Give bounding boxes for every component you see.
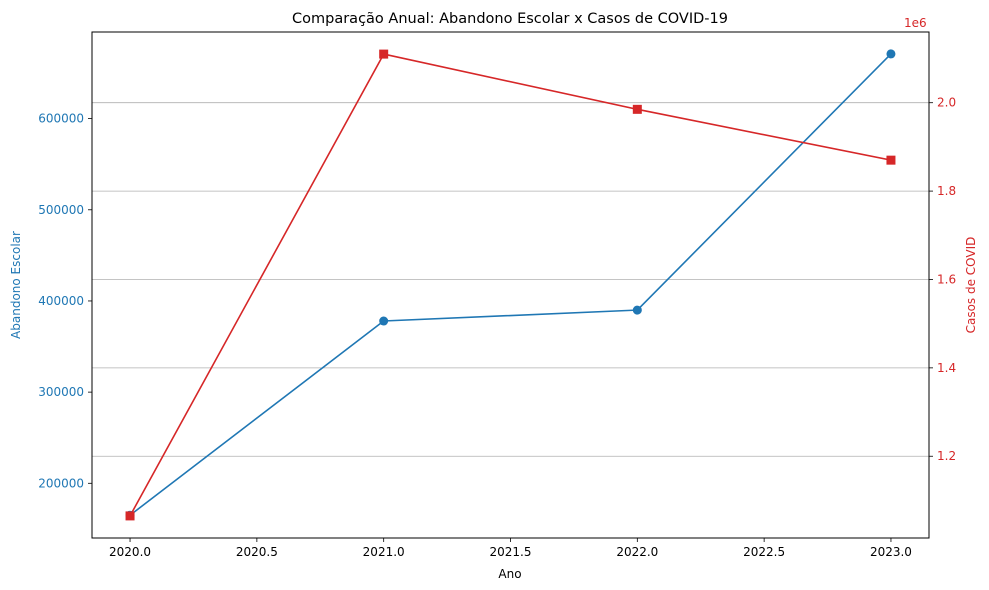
x-axis-title: Ano	[498, 567, 521, 581]
y-axis-right-title: Casos de COVID	[964, 237, 978, 334]
x-axis: 2020.0 2020.5 2021.0 2021.5 2022.0 2022.5 2023…	[109, 538, 912, 559]
y-axis-left: 200000 300000 400000 500000 600000	[38, 112, 92, 490]
series-lines	[129, 53, 892, 517]
series-right-point-2	[632, 104, 642, 114]
series-markers	[125, 49, 896, 521]
x-tick-label: 2023.0	[870, 545, 912, 559]
x-tick-label: 2021.0	[363, 545, 405, 559]
grid	[92, 102, 929, 457]
y-right-tick-label: 2.0	[937, 96, 956, 110]
chart-title: Comparação Anual: Abandono Escolar x Cas…	[292, 11, 728, 27]
series-left-point-3	[886, 49, 896, 59]
y-left-tick-label: 200000	[38, 476, 84, 490]
x-tick-label: 2020.0	[109, 545, 151, 559]
y-right-tick-label: 1.8	[937, 184, 956, 198]
series-left-line	[129, 53, 892, 516]
series-right-point-3	[886, 155, 896, 165]
y-right-tick-label: 1.4	[937, 361, 956, 375]
x-tick-label: 2022.5	[743, 545, 785, 559]
x-tick-label: 2021.5	[490, 545, 532, 559]
series-right-point-1	[379, 49, 389, 59]
y-right-tick-label: 1.6	[937, 272, 956, 286]
series-left-point-2	[632, 305, 642, 315]
x-tick-label: 2022.0	[616, 545, 658, 559]
series-left-point-1	[379, 316, 389, 326]
y-axis-right-multiplier: 1e6	[904, 16, 927, 30]
y-right-tick-label: 1.2	[937, 449, 956, 463]
y-left-tick-label: 600000	[38, 112, 84, 126]
y-axis-left-title: Abandono Escolar	[9, 231, 23, 339]
y-left-tick-label: 500000	[38, 203, 84, 217]
y-axis-right: 1.2 1.4 1.6 1.8 2.0	[929, 96, 956, 463]
y-left-tick-label: 300000	[38, 385, 84, 399]
series-right-line	[129, 53, 892, 517]
series-right-point-0	[125, 511, 135, 521]
x-tick-label: 2020.5	[236, 545, 278, 559]
y-left-tick-label: 400000	[38, 294, 84, 308]
